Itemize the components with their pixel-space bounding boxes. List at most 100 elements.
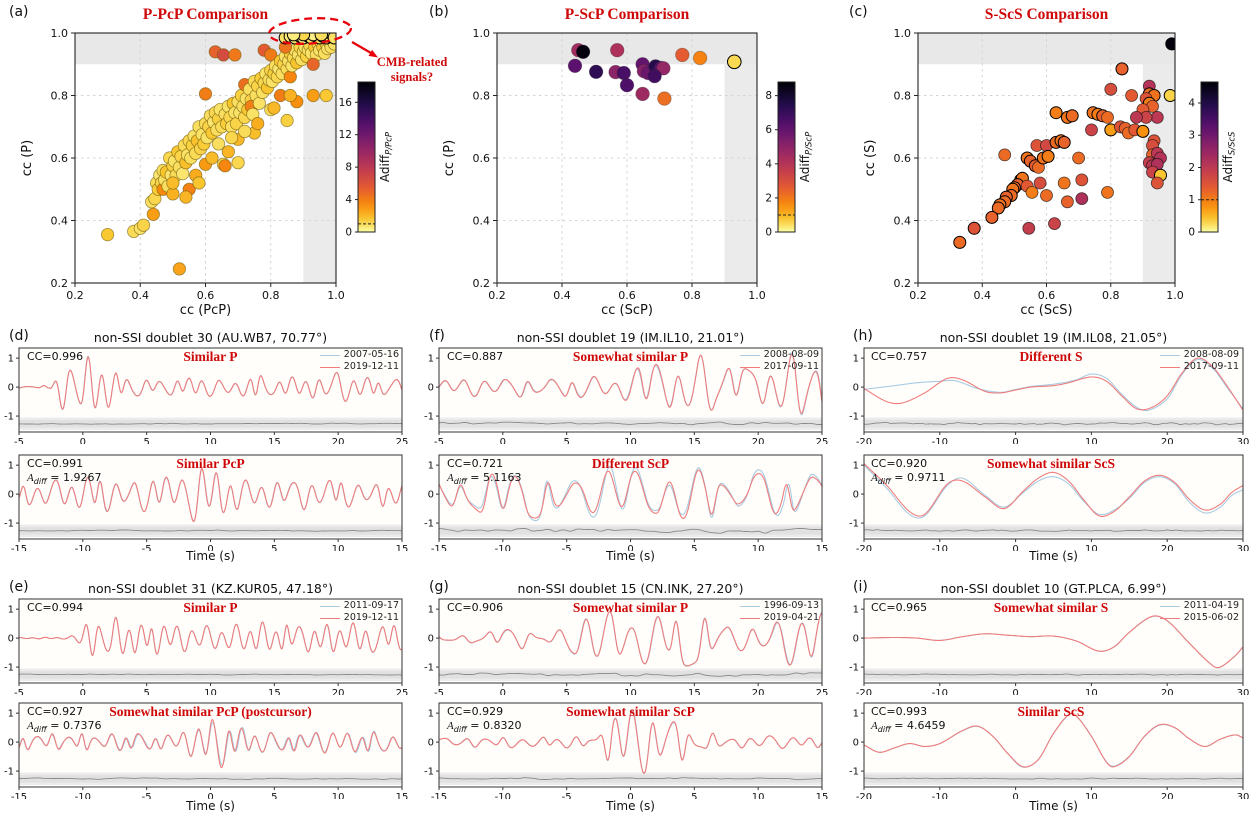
wave-subtitle: Somewhat similar S — [993, 600, 1109, 615]
axes: 10-1-20 -10 0 10 20 30 — [849, 461, 1249, 551]
svg-text:-1: -1 — [849, 412, 859, 423]
svg-text:-5: -5 — [562, 544, 572, 551]
panel-title-g: non-SSI doublet 15 (CN.INK, 27.20°) — [517, 581, 744, 596]
scatter-point — [953, 235, 967, 249]
wave-subtitle: Similar P — [183, 349, 238, 364]
svg-text:0.4: 0.4 — [51, 215, 69, 228]
svg-text:-20: -20 — [856, 544, 872, 551]
scatter-point — [1136, 124, 1150, 138]
svg-text:0.2: 0.2 — [66, 289, 84, 302]
svg-text:0: 0 — [1012, 688, 1018, 695]
trace1-swatch — [319, 605, 340, 607]
svg-text:0: 0 — [765, 227, 772, 239]
scatter-point — [283, 88, 297, 103]
scatter-plot-b: 0.2 0.4 0.6 0.8 1.0 0.2 0.4 0.6 0.8 1.0 cc (ScP) cc… — [442, 27, 815, 318]
axes: 0.2 0.4 0.6 0.8 1.0 0.2 0.4 0.6 0.8 1.0 cc (ScS) cc… — [863, 27, 1184, 318]
adiff-value: Adiff = 0.8320 — [447, 719, 522, 735]
cmb-annotation-line2: signals? — [390, 70, 434, 84]
scatter-point — [221, 145, 235, 159]
scatter-plot-a: 0.2 0.4 0.6 0.8 1.0 0.2 0.4 0.6 0.8 1.0 cc (PcP) cc… — [20, 17, 395, 318]
scatter-point — [675, 47, 690, 63]
colorbar: 0 1 2 3 4 AdiffS/ScS — [1188, 81, 1238, 239]
svg-text:-5: -5 — [434, 437, 444, 444]
svg-text:1: 1 — [428, 354, 434, 365]
scatter-point — [319, 88, 333, 103]
svg-text:1: 1 — [853, 605, 859, 616]
legend: 2011-09-17 2019-12-11 — [319, 600, 399, 625]
svg-text:1.0: 1.0 — [473, 27, 491, 40]
waveform-traces — [439, 351, 822, 416]
svg-text:1.0: 1.0 — [51, 27, 69, 40]
panel-title-a: P-PcP Comparison — [142, 6, 269, 23]
svg-text:25: 25 — [816, 437, 829, 444]
noise-band — [19, 668, 402, 681]
trace2-swatch — [1159, 367, 1180, 369]
svg-text:25: 25 — [396, 688, 409, 695]
scatter-point — [635, 86, 650, 102]
axes: 10-1-15 -10 -5 0 5 10 15 — [4, 709, 408, 799]
svg-text:5: 5 — [563, 688, 569, 695]
svg-text:0: 0 — [207, 792, 213, 799]
waveform-plot-i-bottom: 10-1-20 -10 0 10 20 30 — [849, 702, 1249, 799]
svg-text:10: 10 — [752, 792, 765, 799]
svg-text:0: 0 — [500, 688, 506, 695]
scatter-point — [609, 43, 625, 58]
svg-text:-10: -10 — [932, 544, 948, 551]
svg-text:20: 20 — [1161, 544, 1174, 551]
svg-text:0.6: 0.6 — [473, 152, 491, 165]
scatter-point — [146, 207, 160, 221]
svg-text:2: 2 — [765, 192, 772, 204]
scatter-point — [306, 57, 320, 71]
legend: 1996-09-13 2019-04-21 — [739, 600, 819, 625]
panel-label-a: (a) — [9, 4, 29, 20]
trace1-date: 2008-08-09 — [763, 349, 819, 360]
scatter-point — [252, 96, 266, 110]
axes: 10-1-5 0 5 10 15 20 25 — [4, 354, 408, 444]
scatter-panel-a: (a) P-PcP Comparison 0.2 0.4 0.6 0.8 1.0 0.2 0… — [0, 0, 470, 318]
adiff-value: Adiff = 4.6459 — [871, 719, 946, 735]
svg-text:10: 10 — [624, 437, 637, 444]
svg-text:5: 5 — [143, 437, 149, 444]
waveform-plot-h-top: 10-1-20 -10 0 10 20 30 — [849, 347, 1249, 444]
scatter-point — [1101, 111, 1114, 124]
svg-text:15: 15 — [396, 792, 409, 799]
svg-text:0: 0 — [207, 544, 213, 551]
wave-subtitle: Somewhat similar ScS — [986, 456, 1115, 471]
panel-label-b: (b) — [429, 4, 449, 20]
time-axis-label: Time (s) — [186, 799, 235, 813]
scatter-point — [136, 218, 151, 232]
svg-text:0: 0 — [428, 383, 434, 394]
scatter-point — [1150, 111, 1164, 124]
time-axis-label: Time (s) — [1029, 549, 1078, 563]
trace-event2 — [19, 467, 402, 523]
svg-text:0: 0 — [428, 634, 434, 645]
wave-subtitle: Similar PcP — [176, 456, 245, 471]
scatter-point — [647, 68, 662, 84]
svg-text:-15: -15 — [431, 792, 447, 799]
axes: 10-1-20 -10 0 10 20 30 — [849, 605, 1249, 695]
wave-panel-g: (g) non-SSI doublet 15 (CN.INK, 27.20°) … — [420, 575, 839, 823]
trace1-swatch — [739, 354, 760, 356]
scatter-points — [567, 43, 742, 106]
scatter-point — [1075, 192, 1089, 206]
svg-text:cc (P): cc (P) — [20, 140, 35, 176]
svg-text:0: 0 — [80, 437, 86, 444]
scatter-point — [283, 70, 297, 84]
svg-text:-1: -1 — [849, 663, 859, 674]
wave-panel-h: (h) non-SSI doublet 19 (IM.IL08, 21.05°)… — [844, 322, 1256, 574]
svg-text:0: 0 — [1188, 227, 1195, 239]
waveform-plot-d-bottom: 10-1-15 -10 -5 0 5 10 15 — [4, 454, 408, 551]
scatter-point — [1072, 151, 1086, 165]
svg-text:0.2: 0.2 — [488, 289, 506, 302]
svg-text:0.8: 0.8 — [51, 90, 69, 103]
waveform-traces — [19, 467, 402, 523]
svg-text:1: 1 — [8, 461, 14, 472]
svg-text:0.4: 0.4 — [974, 289, 992, 302]
wave-subtitle: Somewhat similar ScP — [566, 704, 695, 719]
scatter-point — [1125, 89, 1139, 102]
svg-text:15: 15 — [268, 688, 281, 695]
axes: 0.2 0.4 0.6 0.8 1.0 0.2 0.4 0.6 0.8 1.0 cc (PcP) cc… — [20, 27, 345, 318]
svg-text:0: 0 — [853, 634, 859, 645]
svg-text:-1: -1 — [849, 767, 859, 778]
